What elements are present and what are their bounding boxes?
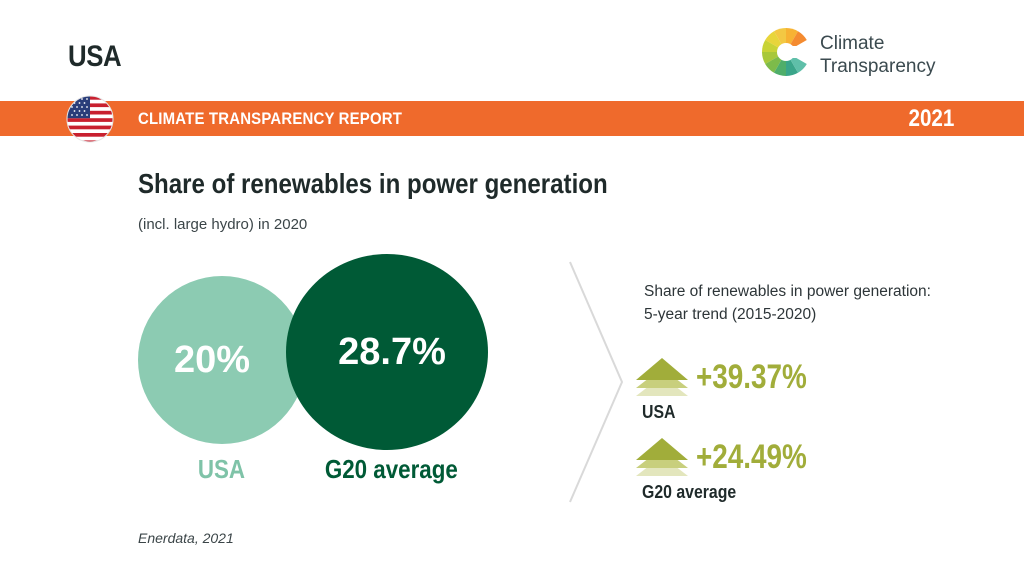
trend-label-g20: G20 average [642, 482, 737, 502]
trend-title-line2: 5-year trend (2015-2020) [644, 306, 817, 323]
report-banner: CLIMATE TRANSPARENCY REPORT 2021 [0, 101, 1024, 136]
climate-transparency-logo-icon [762, 27, 812, 77]
up-trend-arrows-icon [636, 438, 688, 476]
page-title: Share of renewables in power generation [138, 168, 608, 199]
trend-value-g20: +24.49% [696, 438, 807, 476]
climate-transparency-logo: Climate Transparency [760, 26, 980, 82]
us-flag-icon [66, 95, 114, 143]
comparison-circles: 20% 28.7% [136, 254, 496, 450]
usa-circle: 20% [138, 276, 306, 444]
trend-value-usa: +39.37% [696, 358, 807, 396]
g20-label: G20 average [324, 454, 458, 484]
circle-overlap [286, 276, 306, 444]
usa-value: 20% [173, 338, 251, 381]
up-trend-arrows-icon [636, 358, 688, 396]
trend-title-line1: Share of renewables in power generation: [644, 283, 931, 300]
banner-title: CLIMATE TRANSPARENCY REPORT [138, 109, 403, 128]
country-title: USA [68, 40, 122, 73]
g20-value: 28.7% [338, 330, 446, 373]
trend-title: Share of renewables in power generation:… [644, 280, 984, 326]
trend-label-usa: USA [642, 402, 676, 422]
source-note: Enerdata, 2021 [138, 530, 234, 546]
usa-label: USA [197, 454, 246, 484]
chevron-divider [569, 261, 624, 503]
brand-name: Climate Transparency [820, 32, 935, 78]
banner-year: 2021 [908, 105, 954, 132]
trend-item-usa: +39.37% USA [632, 356, 892, 426]
trend-item-g20: +24.49% G20 average [632, 436, 892, 506]
brand-name-line1: Climate [820, 33, 885, 54]
g20-circle: 28.7% [286, 254, 488, 450]
page-subtitle: (incl. large hydro) in 2020 [138, 216, 308, 233]
brand-name-line2: Transparency [820, 56, 936, 77]
